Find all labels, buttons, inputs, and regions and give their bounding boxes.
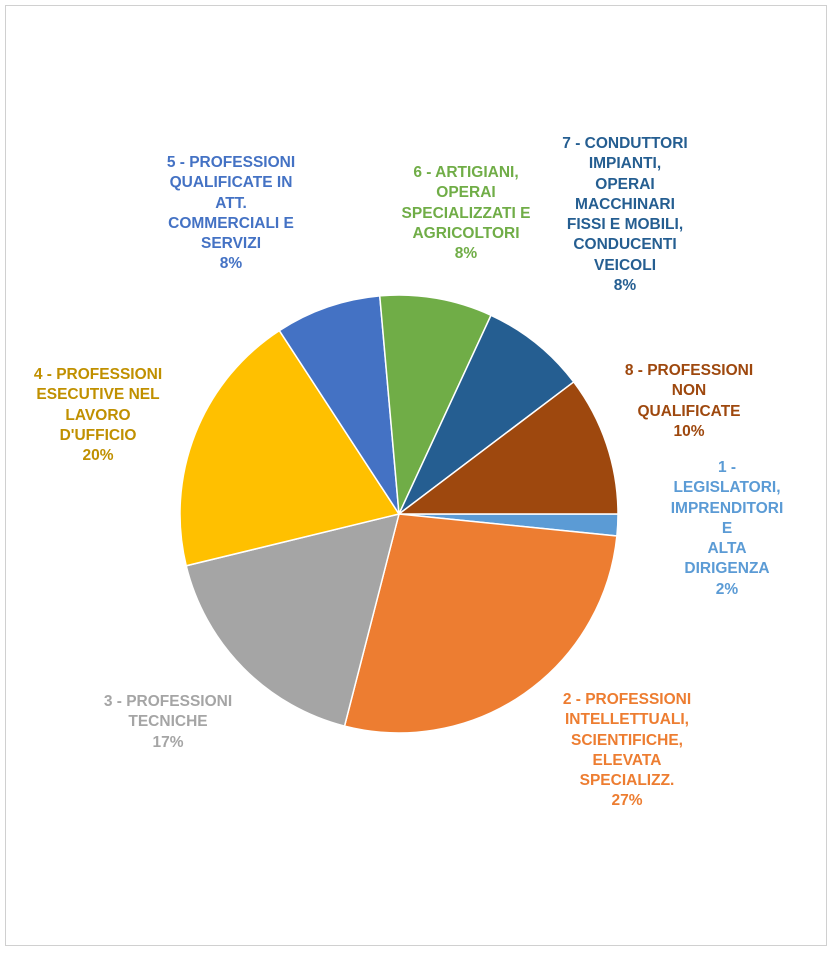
data-label-2: 2 - PROFESSIONI INTELLETTUALI, SCIENTIFI… [562, 691, 692, 810]
data-label-7: 7 - CONDUTTORI IMPIANTI, OPERAI MACCHINA… [562, 135, 688, 295]
data-label-4: 4 - PROFESSIONI ESECUTIVE NEL LAVORO D'U… [33, 366, 163, 465]
pie-slice-2 [343, 513, 618, 734]
data-label-3: 3 - PROFESSIONI TECNICHE 17% [103, 693, 233, 751]
data-label-8: 8 - PROFESSIONI NON QUALIFICATE 10% [624, 362, 754, 440]
pie-slice-3 [185, 512, 401, 728]
data-label-6: 6 - ARTIGIANI, OPERAI SPECIALIZZATI E AG… [401, 164, 531, 263]
pie-slice-6 [378, 294, 492, 517]
pie-slice-8 [396, 380, 619, 515]
pie-slice-5 [278, 295, 400, 515]
pie-slice-4 [179, 329, 401, 567]
data-label-1: 1 - LEGISLATORI, IMPRENDITORI E ALTA DIR… [670, 459, 784, 598]
pie-slice-7 [398, 314, 575, 515]
data-label-5: 5 - PROFESSIONI QUALIFICATE IN ATT. COMM… [166, 154, 296, 273]
